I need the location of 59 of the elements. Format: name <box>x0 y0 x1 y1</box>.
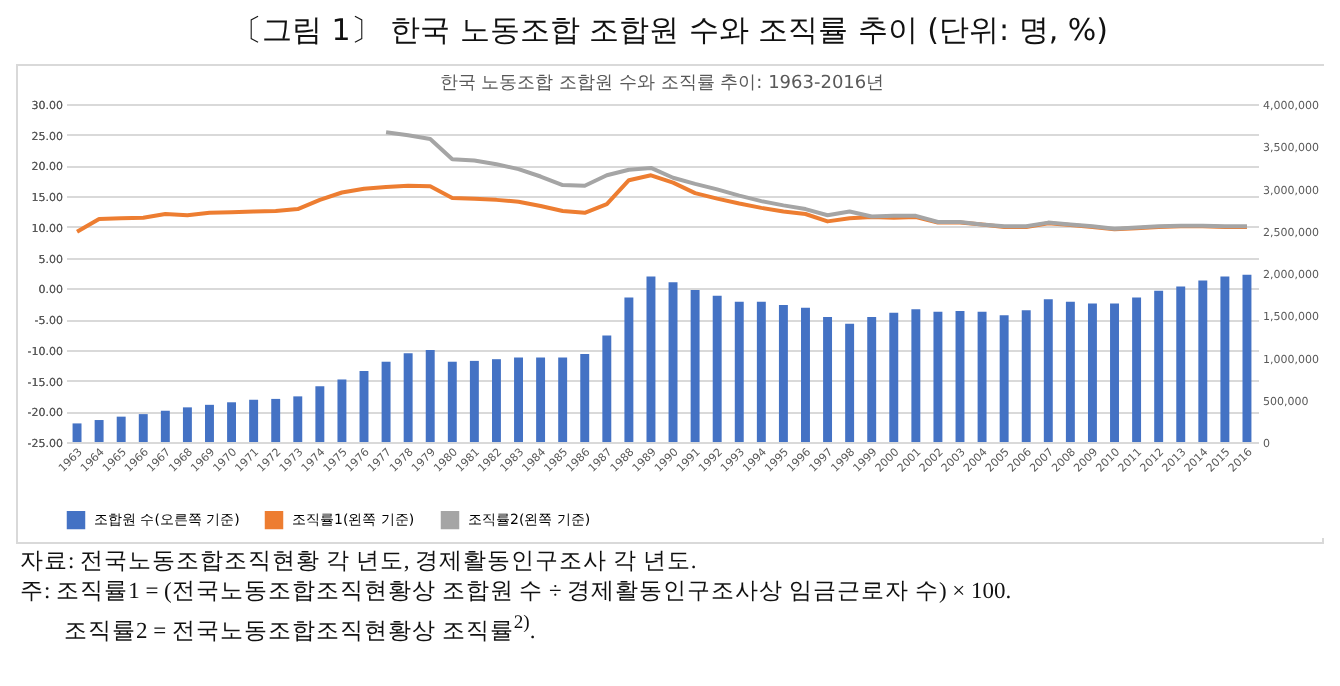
bar <box>1132 297 1142 442</box>
text: 조직률2 = 전국노동조합조직현황상 조직률$^{2)}$. <box>62 610 538 648</box>
bar <box>911 309 921 442</box>
bar <box>756 301 766 442</box>
bar <box>381 361 391 442</box>
bar <box>778 305 788 442</box>
bar <box>469 360 479 442</box>
bar <box>712 295 722 442</box>
bar <box>602 335 612 442</box>
bar <box>160 410 170 442</box>
bar <box>690 289 700 442</box>
bar <box>999 315 1009 442</box>
bar <box>425 349 435 442</box>
bar <box>823 316 833 442</box>
bar <box>845 323 855 442</box>
bar <box>1110 303 1119 442</box>
line-series <box>384 130 1249 231</box>
bar <box>249 399 259 442</box>
chart-subtitle: 한국 노동조합 조합원 수와 조직률 추이: 1963-2016년 <box>439 74 885 94</box>
bar <box>1087 303 1097 442</box>
text: 주: 조직률1 = (전국노동조합조직현황상 조합원 수 ÷ 경제활동인구조사상 임금근로자 수) × 100. <box>20 578 1014 608</box>
bar <box>558 357 568 442</box>
bar <box>580 354 590 442</box>
line-series <box>75 173 1249 234</box>
bar <box>1198 280 1208 442</box>
bar <box>94 420 104 442</box>
bar <box>138 414 148 442</box>
bar <box>514 357 523 442</box>
bar <box>624 297 634 442</box>
bar <box>271 398 281 442</box>
bar <box>801 307 810 442</box>
bar <box>205 404 214 442</box>
bar <box>1176 286 1186 442</box>
bar <box>536 357 546 442</box>
bar <box>933 311 943 442</box>
chart-title: 〔그림 1〕 한국 노동조합 조합원 수와 조직률 추이 (단위: 명, %) <box>229 10 1110 52</box>
text: 자료: 전국노동조합조직현황 각 년도, 경제활동인구조사 각 년도. <box>20 548 699 578</box>
bar <box>1154 290 1164 442</box>
bar <box>867 316 877 442</box>
bar <box>182 407 192 442</box>
bar <box>668 282 678 442</box>
bar <box>1043 299 1053 442</box>
bar <box>293 396 303 442</box>
bar <box>734 301 744 442</box>
bar <box>889 312 899 442</box>
bar <box>72 423 82 442</box>
bar <box>227 402 237 442</box>
bar <box>116 416 126 442</box>
bar <box>1021 310 1031 442</box>
bar <box>1220 276 1230 442</box>
bar <box>977 311 987 442</box>
bar <box>491 359 501 442</box>
bar <box>447 361 457 442</box>
bar <box>1242 274 1252 442</box>
bar <box>646 276 656 442</box>
bar <box>315 386 325 442</box>
bar <box>403 353 413 442</box>
bar <box>1065 301 1075 442</box>
bar <box>337 379 347 442</box>
